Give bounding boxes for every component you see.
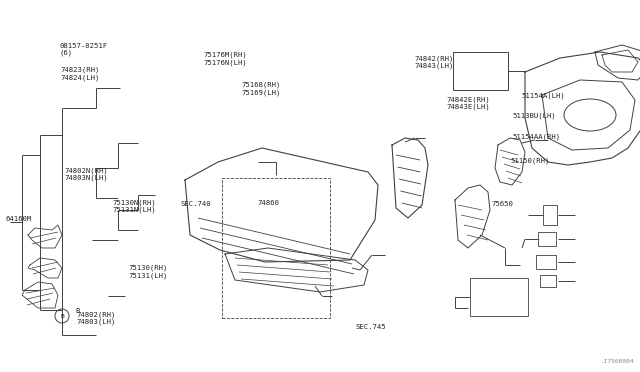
Text: 64160M: 64160M	[5, 217, 31, 222]
Text: 74823(RH)
74824(LH): 74823(RH) 74824(LH)	[61, 67, 100, 81]
Text: 75168(RH)
75169(LH): 75168(RH) 75169(LH)	[242, 81, 282, 96]
Text: B: B	[75, 308, 79, 314]
Bar	[453, 52, 508, 90]
Text: SEC.745: SEC.745	[355, 324, 386, 330]
Text: 74802N(RH)
74803N(LH): 74802N(RH) 74803N(LH)	[64, 167, 108, 181]
Text: 75650: 75650	[492, 201, 513, 207]
Text: 75130N(RH)
75131N(LH): 75130N(RH) 75131N(LH)	[112, 199, 156, 214]
Bar	[222, 178, 330, 318]
Text: .I7500004: .I7500004	[600, 359, 634, 364]
Text: SEC.740: SEC.740	[180, 201, 211, 207]
Text: 75130(RH)
75131(LH): 75130(RH) 75131(LH)	[128, 264, 168, 279]
Text: 74860: 74860	[257, 200, 279, 206]
Bar	[538, 232, 556, 246]
Text: 51154AA(RH): 51154AA(RH)	[512, 134, 560, 140]
Bar	[470, 278, 528, 316]
Text: 51154A(LH): 51154A(LH)	[522, 93, 565, 99]
Text: B: B	[60, 314, 64, 318]
Text: 08157-0251F
(6): 08157-0251F (6)	[60, 43, 108, 56]
Text: 74842E(RH)
74843E(LH): 74842E(RH) 74843E(LH)	[447, 96, 490, 110]
Bar	[536, 255, 556, 269]
Text: 75176M(RH)
75176N(LH): 75176M(RH) 75176N(LH)	[204, 52, 247, 66]
Text: 51150(RH): 51150(RH)	[511, 157, 550, 164]
Bar	[540, 275, 556, 287]
Text: 74802(RH)
74803(LH): 74802(RH) 74803(LH)	[77, 311, 116, 325]
Text: 74842(RH)
74843(LH): 74842(RH) 74843(LH)	[415, 55, 454, 70]
Text: 5113BU(LH): 5113BU(LH)	[512, 113, 556, 119]
Bar	[543, 205, 557, 225]
